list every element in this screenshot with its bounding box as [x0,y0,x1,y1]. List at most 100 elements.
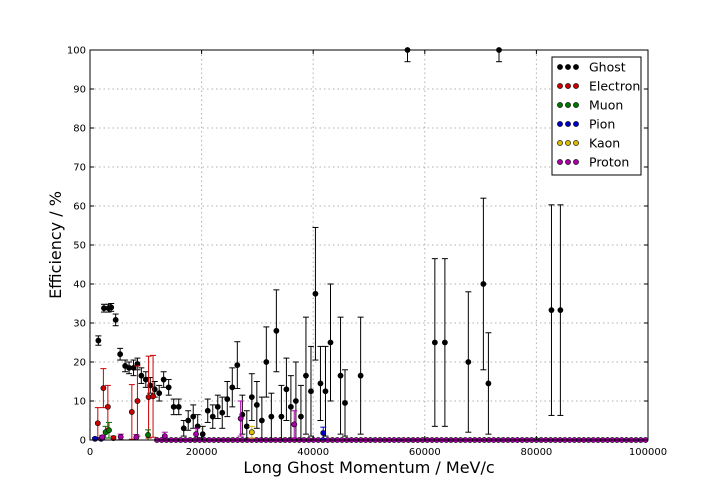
data-point [161,433,168,439]
legend-marker [565,140,571,146]
data-point [283,386,290,393]
legend-entry-ghost: Ghost [557,60,626,75]
legend-marker [557,159,563,165]
series-proton [99,400,298,441]
data-point [94,420,101,427]
data-point [112,316,119,323]
legend-label: Electron [589,79,640,94]
data-point [548,307,555,314]
data-point [175,403,182,410]
data-point [298,413,304,420]
legend-entry-electron: Electron [557,79,640,94]
data-point [248,429,255,436]
data-point [145,432,151,438]
data-point [209,413,216,420]
data-point [303,372,309,379]
x-axis-label: Long Ghost Momentum / MeV/c [243,458,494,477]
data-point [180,425,187,432]
y-axis-label: Efficiency / % [46,191,65,299]
legend-label: Ghost [589,60,626,75]
data-point [214,403,221,410]
y-tick-label: 80 [73,124,86,135]
y-tick-label: 100 [67,46,86,57]
data-point [480,281,487,287]
x-tick-label: 100000 [629,447,667,458]
legend-marker [557,140,563,146]
data-point [317,380,324,387]
data-point [108,304,115,311]
data-point [293,398,299,404]
data-point [100,385,107,392]
data-point [156,390,163,397]
data-point [312,290,319,297]
legend-marker [573,102,579,108]
y-tick-label: 10 [73,397,86,408]
data-point [106,427,112,434]
x-tick-label: 60000 [409,447,441,458]
data-point [170,403,177,410]
data-point [234,362,241,369]
data-point [357,372,364,379]
x-tick-label: 80000 [520,447,552,458]
legend-marker [557,83,563,89]
data-point [287,403,294,410]
data-point [485,380,492,387]
legend-label: Pion [589,117,615,132]
data-point [237,415,244,422]
data-point [278,413,285,420]
data-point [337,372,344,379]
legend-label: Muon [589,98,623,113]
y-tick-label: 50 [73,241,86,252]
data-point [185,417,192,424]
data-point [190,413,197,420]
legend-entry-pion: Pion [557,117,615,132]
legend-marker [565,159,571,165]
data-point [253,401,260,408]
data-point [95,337,102,344]
legend-entry-proton: Proton [557,155,629,170]
data-point [229,384,236,391]
axes: 0 20000 40000 60000 80000 100000 0 10 20 30 40 50 60… [67,46,667,459]
data-point [308,388,314,395]
series-muon [102,421,152,441]
legend-label: Kaon [589,136,620,151]
data-point [130,364,137,371]
series-pion [92,426,327,442]
data-point [465,359,472,365]
data-point [258,417,265,424]
data-point [99,434,106,441]
legend-marker [565,121,571,127]
data-point [199,431,206,438]
data-point [322,388,329,395]
data-point [138,372,145,379]
y-tick-label: 30 [73,319,86,330]
y-tick-label: 0 [80,436,86,447]
data-point [117,351,124,358]
legend-box [551,56,642,176]
legend-label: Proton [589,155,629,170]
legend-marker [557,102,563,108]
legend-marker [573,121,579,127]
data-point [263,359,270,365]
data-point [224,396,231,402]
data-point [557,307,564,314]
legend-entry-kaon: Kaon [557,136,620,151]
y-tick-label: 20 [73,358,86,369]
x-tick-label: 20000 [186,447,218,458]
data-point [92,435,98,442]
data-point [204,407,211,414]
legend-marker [557,121,563,127]
data-point [342,400,348,406]
legend-marker [573,140,579,146]
data-point [104,403,111,410]
x-tick-label: 40000 [297,447,329,458]
legend-marker [565,83,571,89]
data-point [165,384,172,391]
legend-entry-muon: Muon [557,98,623,113]
y-tick-label: 40 [73,280,86,291]
legend: Ghost Electron Muon Pion Kaon Proton [551,56,642,176]
legend-marker [573,159,579,165]
data-point [431,339,438,346]
data-point [128,409,135,415]
legend-marker [573,83,579,89]
